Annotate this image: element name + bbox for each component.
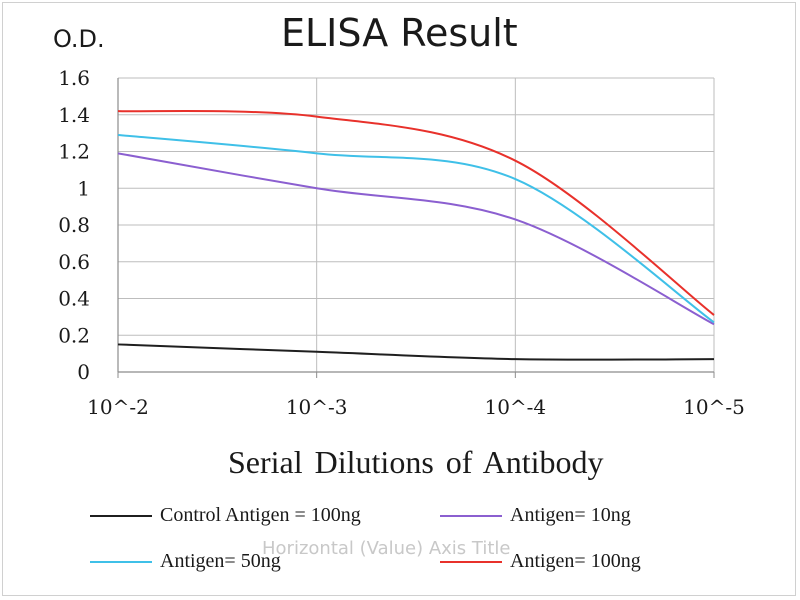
x-axis-label: Serial Dilutions of Antibody: [228, 444, 604, 480]
legend-label-10ng: Antigen= 10ng: [510, 504, 631, 526]
y-tick-label: 0.2: [58, 323, 90, 347]
series-line-50ng: [117, 133, 715, 324]
legend-item-50ng: Antigen= 50ng: [90, 550, 281, 573]
series-line-10ng: [117, 152, 715, 326]
x-tick-label: 10^-4: [484, 395, 546, 419]
legend-label-control: Control Antigen = 100ng: [160, 504, 361, 526]
legend-label-50ng: Antigen= 50ng: [160, 550, 281, 572]
x-tick-label: 10^-2: [87, 395, 149, 419]
x-tick-label: 10^-3: [286, 395, 348, 419]
legend-swatch-control: [90, 514, 152, 517]
y-tick-label: 0.8: [58, 213, 90, 237]
y-tick-label: 1: [77, 176, 90, 200]
ghost-axis-title: Horizontal (Value) Axis Title: [262, 538, 511, 559]
y-tick-label: 1.4: [58, 103, 90, 127]
y-tick-label: 0.4: [58, 287, 90, 311]
legend-item-10ng: Antigen= 10ng: [440, 504, 631, 527]
x-tick-label: 10^-5: [683, 395, 745, 419]
y-tick-label: 1.2: [58, 140, 90, 164]
series-line-100ng: [117, 110, 715, 316]
legend-item-control: Control Antigen = 100ng: [90, 504, 361, 527]
legend-swatch-50ng: [90, 560, 152, 563]
y-tick-label: 0.6: [58, 250, 90, 274]
y-tick-label: 1.6: [58, 66, 90, 90]
legend-item-100ng: Antigen= 100ng: [440, 550, 641, 573]
legend-swatch-10ng: [440, 514, 502, 517]
legend-swatch-100ng: [440, 560, 502, 563]
chart-title: ELISA Result: [281, 11, 518, 55]
y-tick-label: 0: [77, 360, 90, 384]
y-axis-label: O.D.: [53, 25, 105, 53]
legend-label-100ng: Antigen= 100ng: [510, 550, 641, 572]
series-line-control: [117, 343, 715, 361]
